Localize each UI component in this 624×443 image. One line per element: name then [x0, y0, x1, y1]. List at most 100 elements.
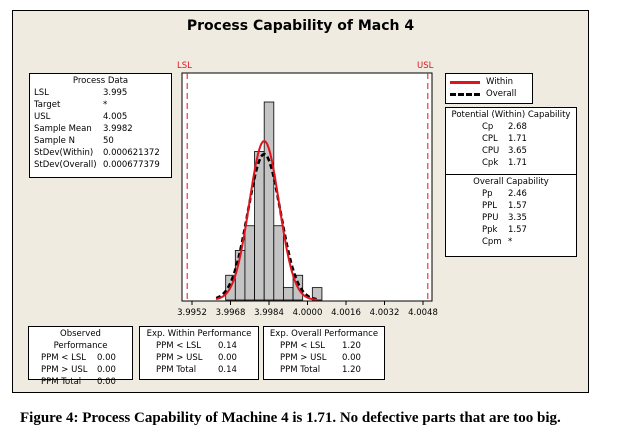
overall-capability-header: Overall Capability [473, 177, 549, 187]
data-row: Sample Mean 3.9982 [34, 123, 167, 135]
row-value: 0.14 [218, 365, 237, 375]
data-row: StDev(Overall) 0.000677379 [34, 159, 167, 171]
usl-label: USL [417, 61, 434, 71]
data-row: Cp 2.68 [448, 121, 574, 133]
row-value: 1.20 [342, 341, 361, 351]
row-label: StDev(Overall) [34, 160, 97, 170]
row-value: 1.57 [508, 201, 527, 211]
row-value: 2.46 [508, 189, 527, 199]
row-label: USL [34, 112, 51, 122]
row-label: LSL [34, 88, 49, 98]
row-label: PPM > USL [280, 353, 327, 363]
data-row: StDev(Within) 0.000621372 [34, 147, 167, 159]
data-row: Pp 2.46 [448, 188, 574, 200]
process-data-box: Process Data LSL 3.995 Target * USL 4.005 Samp… [29, 73, 172, 178]
solid-line-icon [450, 80, 480, 84]
row-value: 3.35 [508, 213, 527, 223]
row-label: PPM < LSL [156, 341, 201, 351]
legend: Within Overall [445, 73, 533, 104]
row-label: StDev(Within) [34, 148, 94, 158]
capability-box: Potential (Within) Capability Cp 2.68 CPL 1… [445, 107, 577, 257]
legend-item-overall: Overall [450, 88, 528, 100]
row-value: 0.00 [342, 353, 361, 363]
row-value: 3.65 [508, 146, 527, 156]
data-row: PPM > USL 0.00 [144, 352, 254, 364]
row-value: 50 [102, 136, 114, 146]
row-value: 0.00 [218, 353, 237, 363]
data-row: Sample N 50 [34, 135, 167, 147]
row-label: PPM > USL [41, 365, 88, 375]
row-label: PPM Total [280, 365, 321, 375]
dashed-line-icon [450, 92, 480, 96]
data-row: Ppk 1.57 [448, 224, 574, 236]
data-row: PPM < LSL 1.20 [268, 340, 380, 352]
row-value: 1.71 [508, 158, 527, 168]
row-label: Cpk [482, 158, 499, 168]
data-row: PPL 1.57 [448, 200, 574, 212]
x-tick-label: 4.0016 [331, 308, 361, 318]
data-row: CPL 1.71 [448, 133, 574, 145]
data-row: PPM Total 1.20 [268, 364, 380, 376]
data-row: CPU 3.65 [448, 145, 574, 157]
data-row: PPM Total 0.00 [33, 376, 128, 388]
row-label: Cpm [482, 237, 502, 247]
data-row: PPU 3.35 [448, 212, 574, 224]
row-label: Pp [482, 189, 493, 199]
row-label: Target [34, 100, 61, 110]
row-value: * [508, 237, 513, 247]
exp-overall-performance-box: Exp. Overall Performance PPM < LSL 1.20 PP… [263, 326, 385, 380]
row-label: Ppk [482, 225, 498, 235]
row-value: 0.000621372 [102, 148, 160, 158]
x-tick-label: 4.0032 [370, 308, 400, 318]
data-row: Cpm * [448, 236, 574, 248]
row-label: PPM < LSL [280, 341, 325, 351]
row-label: Sample N [34, 136, 75, 146]
chart-title: Process Capability of Mach 4 [186, 18, 415, 34]
within-curve [215, 140, 317, 301]
lsl-label: LSL [177, 61, 192, 71]
row-label: Cp [482, 122, 494, 132]
legend-item-within: Within [450, 76, 528, 88]
histogram-bar [254, 151, 265, 301]
histogram-bar [273, 225, 284, 301]
data-row: PPM > USL 0.00 [33, 364, 128, 376]
potential-capability-header: Potential (Within) Capability [451, 110, 571, 120]
row-value: 3.995 [102, 88, 128, 98]
data-row: LSL 3.995 [34, 87, 167, 99]
row-label: PPM < LSL [41, 353, 86, 363]
data-row: PPM < LSL 0.00 [33, 352, 128, 364]
plot-area [181, 72, 433, 302]
row-value: 0.14 [218, 341, 237, 351]
exp-within-performance-box: Exp. Within Performance PPM < LSL 0.14 PPM… [139, 326, 259, 380]
row-value: 0.00 [97, 353, 116, 363]
figure-caption: Figure 4: Process Capability of Machine … [20, 410, 561, 426]
row-value: 2.68 [508, 122, 527, 132]
row-value: 1.57 [508, 225, 527, 235]
row-value: 0.000677379 [102, 160, 160, 170]
data-row: Cpk 1.71 [448, 157, 574, 169]
data-row: PPM < LSL 0.14 [144, 340, 254, 352]
histogram-bar [244, 225, 255, 301]
row-value: 1.71 [508, 134, 527, 144]
row-label: PPM Total [41, 377, 82, 387]
histogram-bar [311, 287, 323, 301]
x-tick-label: 4.0048 [408, 308, 438, 318]
data-row: PPM Total 0.14 [144, 364, 254, 376]
row-value: 1.20 [342, 365, 361, 375]
row-value: * [102, 100, 108, 110]
row-label: Sample Mean [34, 124, 92, 134]
row-value: 0.00 [97, 377, 116, 387]
row-label: PPL [482, 201, 497, 211]
overall-curve [215, 152, 317, 301]
observed-performance-box: Observed Performance PPM < LSL 0.00 PPM > … [28, 326, 133, 387]
row-label: CPU [482, 146, 500, 156]
data-row: PPM > USL 0.00 [268, 352, 380, 364]
row-label: CPL [482, 134, 498, 144]
row-label: PPU [482, 213, 499, 223]
x-tick-label: 3.9968 [216, 308, 246, 318]
row-label: PPM Total [156, 365, 197, 375]
row-value: 3.9982 [102, 124, 133, 134]
data-row: Target * [34, 99, 167, 111]
histogram-bar [283, 287, 294, 301]
